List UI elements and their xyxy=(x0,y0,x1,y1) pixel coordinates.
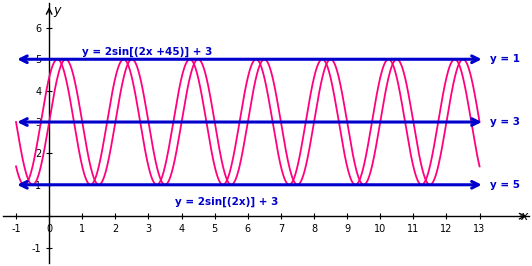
Text: y = 5: y = 5 xyxy=(491,180,520,190)
Text: y = 3: y = 3 xyxy=(491,117,520,127)
Text: y = 1: y = 1 xyxy=(491,54,520,64)
Text: y: y xyxy=(53,4,61,17)
Text: x: x xyxy=(520,210,528,223)
Text: y = 2sin[(2x)] + 3: y = 2sin[(2x)] + 3 xyxy=(175,197,278,207)
Text: y = 2sin[(2x +45)] + 3: y = 2sin[(2x +45)] + 3 xyxy=(82,47,213,57)
